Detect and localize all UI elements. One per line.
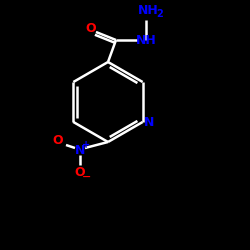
Text: O: O <box>75 166 85 178</box>
Text: −: − <box>82 172 92 182</box>
Text: N: N <box>144 116 154 128</box>
Text: +: + <box>82 140 90 150</box>
Text: O: O <box>53 134 63 147</box>
Text: 2: 2 <box>156 9 164 19</box>
Text: NH: NH <box>136 34 156 46</box>
Text: O: O <box>86 22 96 35</box>
Text: N: N <box>75 144 85 156</box>
Text: NH: NH <box>138 4 158 16</box>
